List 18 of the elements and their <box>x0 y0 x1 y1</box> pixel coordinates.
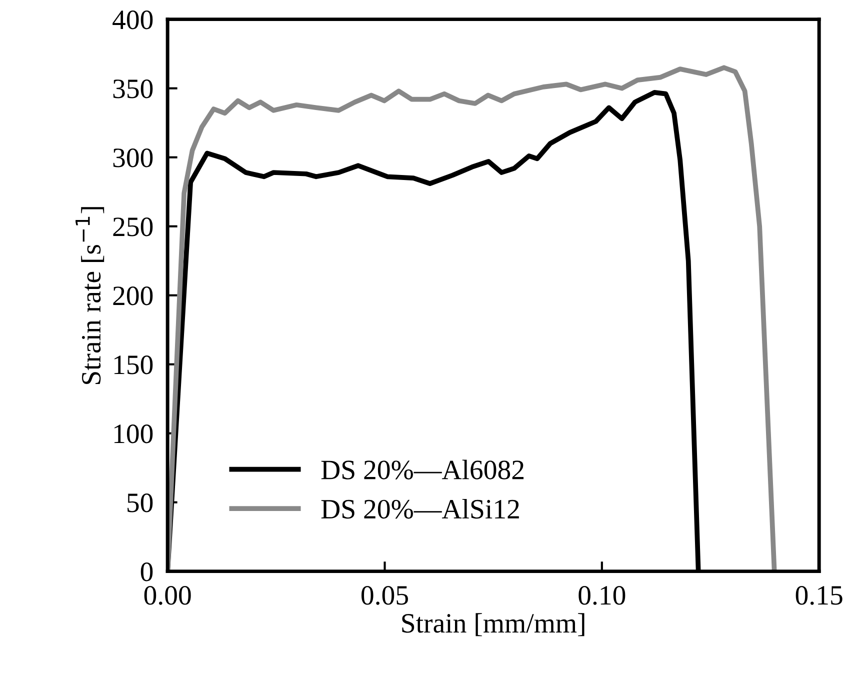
x-axis-title: Strain [mm/mm] <box>402 613 584 636</box>
y-tick-label: 100 <box>114 424 153 444</box>
y-tick-label: 200 <box>113 286 153 306</box>
y-tick-label: 250 <box>113 217 153 236</box>
x-tick-label: 0.10 <box>578 586 626 605</box>
y-tick-label: 350 <box>113 79 153 98</box>
y-tick-label: 400 <box>112 10 153 30</box>
y-tick-label: 0 <box>140 562 153 582</box>
line-series <box>168 65 777 572</box>
x-tick-label: 0.15 <box>796 586 842 605</box>
y-axis-title: Strain rate [s$^{−1}$] <box>76 207 104 384</box>
x-tick-label: 0.05 <box>362 586 408 605</box>
legend-label: DS 20%—AlSi12 <box>321 499 519 519</box>
x-tick-label: 0.00 <box>144 586 191 605</box>
y-tick-label: 50 <box>128 493 153 512</box>
legend-label: DS 20%—Al6082 <box>321 460 524 480</box>
y-tick-label: 150 <box>114 355 153 374</box>
y-tick-label: 300 <box>113 148 153 168</box>
